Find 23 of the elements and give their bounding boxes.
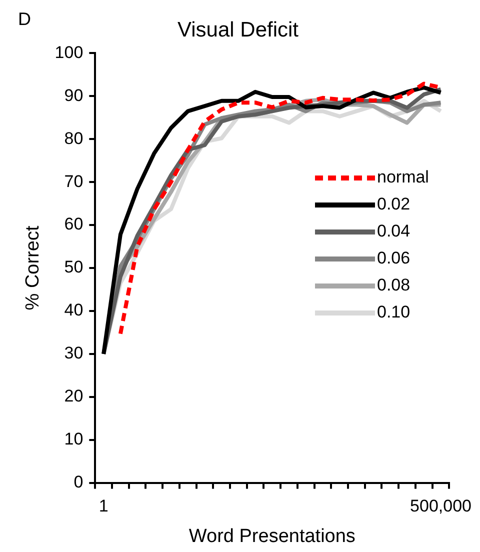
legend-label: 0.08	[377, 276, 410, 295]
y-tick-label: 50	[64, 258, 84, 277]
y-tick-label: 40	[64, 300, 84, 320]
text: D	[18, 8, 31, 29]
legend-label: normal	[377, 168, 429, 187]
y-tick-label: 30	[64, 344, 84, 363]
y-tick-label: 80	[64, 128, 84, 148]
y-tick-label: 10	[64, 430, 84, 449]
y-tick-label: 90	[64, 86, 84, 105]
legend-label: 0.06	[377, 248, 410, 268]
y-axis-title: % Correct	[22, 225, 44, 310]
x-axis-title: Word Presentations	[188, 526, 356, 547]
x-tick-label: 500,000	[410, 496, 472, 516]
y-tick-label: 70	[64, 172, 84, 191]
y-tick-label: 60	[64, 214, 84, 234]
legend-label: 0.04	[377, 222, 410, 241]
x-tick-label: 1	[98, 496, 108, 516]
y-tick-label: 0	[74, 472, 84, 492]
y-tick-label: 100	[54, 42, 84, 62]
legend-label: 0.10	[377, 302, 410, 322]
legend-label: 0.02	[377, 194, 410, 214]
chart-title: Visual Deficit	[178, 18, 299, 42]
y-tick-label: 20	[64, 386, 84, 406]
